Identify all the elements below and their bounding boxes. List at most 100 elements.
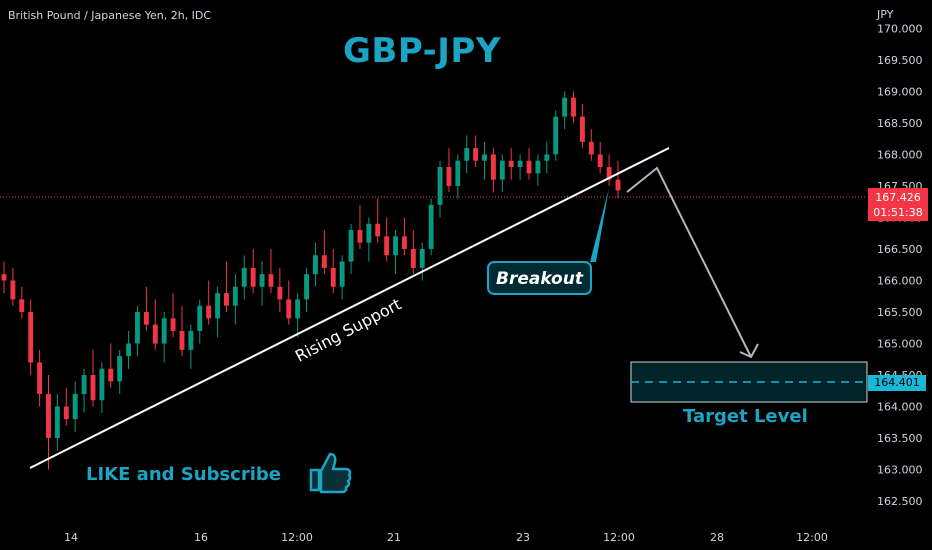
candle-body — [295, 299, 301, 319]
candle-body — [339, 261, 345, 287]
projection-arrow — [626, 166, 752, 358]
current-price-tag: 167.426 01:51:38 — [868, 188, 928, 221]
y-tick-label: 165.000 — [877, 338, 923, 351]
candle-body — [313, 255, 318, 275]
candle-body — [410, 248, 416, 268]
candle-body — [606, 167, 612, 180]
y-tick-label: 166.000 — [877, 274, 923, 287]
candle-body — [206, 305, 212, 319]
candle-body — [19, 299, 25, 312]
candle-body — [63, 406, 69, 420]
candle-body — [72, 393, 78, 420]
x-tick-label: 23 — [516, 531, 530, 544]
x-tick-label: 12:00 — [281, 531, 313, 544]
candle-body — [250, 267, 256, 287]
x-tick-label: 12:00 — [603, 531, 635, 544]
candle-body — [28, 312, 34, 363]
rising-support-line — [29, 147, 670, 469]
candle-body — [437, 167, 443, 205]
candle-body — [508, 160, 514, 168]
candle-body — [490, 154, 496, 180]
candle-body — [330, 267, 336, 287]
candle-body — [499, 160, 505, 180]
breakout-pointer — [590, 188, 609, 262]
candle-body — [419, 248, 425, 268]
candle-body — [375, 223, 381, 237]
candle-body — [401, 236, 407, 249]
x-tick-label: 12:00 — [796, 531, 828, 544]
candle-body — [197, 305, 203, 331]
candle-body — [615, 179, 621, 191]
x-tick-label: 14 — [64, 531, 78, 544]
candle-body — [428, 204, 434, 249]
y-tick-label: 164.000 — [877, 401, 923, 414]
candle-body — [588, 141, 594, 155]
target-level-label: Target Level — [683, 406, 808, 427]
candle-body — [224, 293, 229, 306]
y-tick-label: 163.000 — [877, 464, 923, 477]
candle-body — [304, 274, 309, 300]
candle-body — [241, 267, 247, 287]
currency-unit: JPY — [877, 8, 894, 21]
like-subscribe-text: LIKE and Subscribe — [86, 464, 281, 485]
candle-body — [357, 230, 363, 243]
current-price-value: 167.426 — [875, 191, 921, 204]
candle-body — [126, 343, 132, 357]
candle-body — [108, 368, 114, 382]
candle-body — [286, 299, 292, 319]
candle-body — [188, 330, 194, 350]
candle-body — [544, 154, 550, 161]
chart-headline: GBP-JPY — [343, 31, 501, 71]
candle-body — [135, 312, 140, 344]
y-tick-label: 163.500 — [877, 432, 923, 445]
candle-body — [277, 286, 283, 300]
candle-body — [143, 312, 149, 325]
candle-body — [268, 274, 274, 287]
candle-body — [526, 160, 532, 174]
candle-body — [473, 148, 479, 161]
candle-body — [562, 97, 568, 117]
breakout-label: Breakout — [487, 261, 592, 295]
candle-body — [446, 167, 452, 186]
x-tick-label: 16 — [194, 531, 208, 544]
candle-body — [1, 274, 7, 281]
projection-arrowhead — [739, 343, 759, 359]
candle-body — [10, 280, 16, 300]
x-tick-label: 28 — [710, 531, 724, 544]
candle-body — [54, 406, 60, 439]
candle-body — [179, 330, 185, 350]
candle-body — [99, 368, 105, 401]
candle-body — [161, 318, 167, 344]
y-tick-label: 166.500 — [877, 243, 923, 256]
candle-body — [571, 97, 576, 117]
candle-body — [535, 160, 541, 174]
candle-body — [81, 375, 87, 394]
bar-countdown: 01:51:38 — [873, 206, 923, 219]
thumbs-up-icon — [309, 452, 352, 494]
candle-body — [464, 148, 470, 161]
y-tick-label: 170.000 — [877, 22, 923, 35]
candle-body — [393, 236, 398, 256]
price-axis: 170.000169.500169.000168.500168.000167.5… — [877, 22, 923, 508]
candle-body — [384, 236, 390, 256]
time-axis: 14 16 12:00 21 23 12:00 28 12:00 — [64, 531, 828, 544]
candle-body — [553, 116, 559, 155]
candle-body — [90, 375, 96, 401]
candle-body — [455, 160, 461, 186]
candle-body — [152, 324, 158, 344]
target-price-tag: 164.401 — [868, 375, 926, 391]
candle-body — [366, 223, 372, 243]
candle-body — [597, 154, 603, 168]
y-tick-label: 162.500 — [877, 495, 923, 508]
candle-body — [517, 160, 523, 168]
candle-body — [170, 318, 176, 331]
candle-body — [579, 116, 585, 142]
candle-body — [348, 230, 354, 262]
y-tick-label: 169.500 — [877, 54, 923, 67]
y-tick-label: 168.000 — [877, 148, 923, 161]
candle-body — [232, 286, 238, 306]
candle-body — [482, 154, 487, 161]
y-tick-label: 168.500 — [877, 117, 923, 130]
symbol-title: British Pound / Japanese Yen, 2h, IDC — [8, 9, 212, 22]
